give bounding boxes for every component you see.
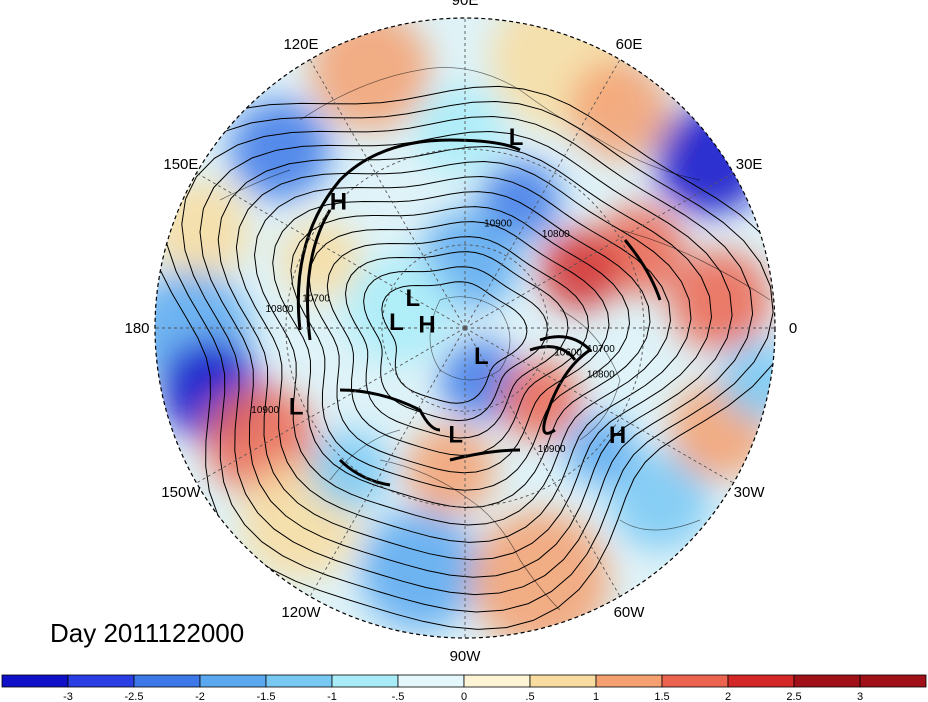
contour-value-label: 10900	[538, 444, 566, 455]
longitude-label: 30E	[736, 156, 763, 173]
contour-value-label: 10800	[587, 369, 615, 380]
low-pressure-marker: L	[389, 309, 404, 336]
map-boundary	[154, 17, 776, 639]
colorbar-box	[1, 674, 69, 688]
contour-labels: 10900 10800 10700 10800 10900 10600 10700 10800…	[251, 219, 615, 455]
jet-contour	[296, 138, 521, 331]
low-pressure-marker: L	[405, 285, 420, 312]
longitude-label: 120E	[283, 36, 318, 53]
colorbar-tick-label: -2.5	[125, 691, 144, 702]
jet-contour	[339, 388, 441, 432]
colorbar-box	[397, 674, 465, 688]
colorbar-box	[67, 674, 135, 688]
colorbar-tick-label: -3	[63, 691, 73, 702]
colorbar-box	[661, 674, 729, 688]
longitude-labels: 90E 60E 30E 0 30W 60W 90W 120W 150W 180 150E 120E	[124, 0, 797, 665]
colorbar-tick-label: 1.5	[654, 691, 669, 702]
colorbar-tick-label: 1	[593, 691, 599, 702]
contour-value-label: 10800	[542, 229, 570, 240]
colorbar-box	[529, 674, 597, 688]
contour-value-label: 10700	[587, 344, 615, 355]
map-title: Day 2011122000	[50, 618, 245, 648]
low-pressure-marker: L	[509, 124, 524, 151]
colorbar-box	[727, 674, 795, 688]
height-contour-line	[199, 130, 733, 578]
contour-value-label: 10900	[484, 219, 512, 230]
longitude-label: 150W	[161, 484, 201, 501]
colorbar-tick-label: -.5	[392, 691, 405, 702]
low-pressure-marker: L	[289, 394, 304, 421]
height-contour-line	[326, 236, 590, 456]
colorbar-tick-label: 3	[857, 691, 863, 702]
high-pressure-marker: H	[609, 422, 626, 449]
longitude-label: 90E	[452, 0, 479, 9]
colorbar-tick-label: -1	[327, 691, 337, 702]
height-contour-line	[344, 251, 569, 439]
longitude-label: 0	[789, 320, 797, 337]
jet-stream-contours	[296, 138, 662, 487]
longitude-label: 150E	[163, 156, 198, 173]
height-contour-line	[253, 175, 672, 526]
jet-contour	[529, 345, 577, 361]
jet-contour	[306, 209, 332, 341]
colorbar: -3 -2.5 -2 -1.5 -1 -.5 0 .5 1 1.5 2 2.5 3	[1, 674, 927, 702]
height-contour-line	[272, 191, 651, 509]
contour-value-label: 10700	[302, 294, 330, 305]
polar-map: 90E 60E 30E 0 30W 60W 90W 120W 150W 180 150E 120E 1…	[124, 0, 797, 665]
longitude-label: 60E	[616, 36, 643, 53]
colorbar-tick-label: 2	[725, 691, 731, 702]
colorbar-tick-label: 0	[461, 691, 467, 702]
colorbar-box	[133, 674, 201, 688]
height-contour-line	[163, 100, 774, 613]
colorbar-box	[331, 674, 399, 688]
colorbar-box	[199, 674, 267, 688]
colorbar-box	[859, 674, 927, 688]
high-pressure-marker: H	[330, 188, 347, 215]
height-contour-line	[290, 206, 631, 491]
colorbar-tick-label: -2	[195, 691, 205, 702]
height-contour-line	[235, 160, 692, 543]
colorbar-tick-label: -1.5	[257, 691, 276, 702]
contour-value-label: 10900	[251, 405, 279, 416]
jet-contour	[623, 239, 662, 301]
height-contour-line	[181, 115, 754, 596]
jet-contour	[338, 458, 391, 487]
jet-contour	[449, 448, 521, 462]
longitude-label: 60W	[614, 604, 646, 621]
colorbar-box	[595, 674, 663, 688]
contour-value-label: 10800	[265, 304, 293, 315]
anomaly-field	[155, 18, 775, 638]
height-contour-line	[381, 281, 528, 404]
graticule	[155, 18, 775, 638]
longitude-label: 90W	[450, 648, 482, 665]
height-contour-line	[155, 85, 775, 630]
longitude-label: 120W	[281, 604, 321, 621]
colorbar-box	[463, 674, 531, 688]
low-pressure-marker: L	[474, 343, 489, 370]
colorbar-box	[265, 674, 333, 688]
colorbar-tick-label: .5	[525, 691, 534, 702]
low-pressure-marker: L	[448, 421, 463, 448]
high-pressure-marker: H	[418, 312, 435, 339]
contour-value-label: 10600	[554, 348, 582, 359]
colorbar-box	[793, 674, 861, 688]
height-contour-line	[363, 266, 548, 422]
jet-contour	[539, 335, 593, 435]
longitude-label: 180	[124, 320, 149, 337]
colorbar-tick-label: 2.5	[786, 691, 801, 702]
longitude-label: 30W	[734, 484, 766, 501]
height-contour-line	[308, 221, 610, 474]
